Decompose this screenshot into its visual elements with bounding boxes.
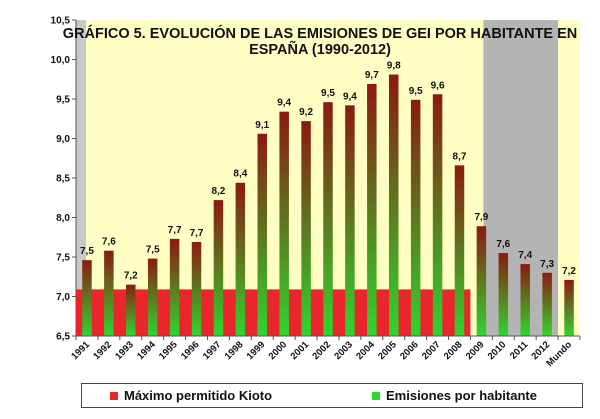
bar-Mundo <box>564 279 574 336</box>
x-tick-label-1999: 1999 <box>245 339 268 362</box>
data-label-1992: 7,6 <box>102 237 116 248</box>
bar-2002 <box>323 102 333 336</box>
data-label-1994: 7,5 <box>146 245 160 256</box>
x-tick-label-2002: 2002 <box>310 339 333 362</box>
data-label-2011: 7,4 <box>518 250 532 261</box>
x-tick-label-1994: 1994 <box>135 339 158 362</box>
x-tick-label-2010: 2010 <box>486 339 509 362</box>
data-label-2002: 9,5 <box>321 88 335 99</box>
bar-2005 <box>388 74 399 336</box>
bar-1996 <box>191 241 202 336</box>
bar-2008 <box>454 165 465 336</box>
bar-2011 <box>520 264 530 336</box>
bar-2000 <box>279 111 289 336</box>
data-label-1998: 8,4 <box>233 169 247 180</box>
y-tick-label: 10,0 <box>51 55 71 66</box>
y-tick-label: 10,5 <box>51 16 71 27</box>
legend-item-kioto: Máximo permitido Kioto <box>110 388 272 403</box>
data-label-2005: 9,8 <box>387 61 401 72</box>
bar-1999 <box>257 133 268 336</box>
data-label-2004: 9,7 <box>365 70 379 81</box>
data-labels: 7,5 7,6 7,2 7,5 7,7 7,7 8,2 8,4 9,1 9,4 9,2 9,5 9,4 9… <box>80 61 576 282</box>
x-tick-label-1996: 1996 <box>179 339 202 362</box>
bar-2009 <box>476 226 487 336</box>
legend-label-emisiones: Emisiones por habitante <box>386 388 537 403</box>
data-label-1997: 8,2 <box>211 186 225 197</box>
x-tick-label-2009: 2009 <box>464 339 487 362</box>
bar-2012 <box>542 272 552 336</box>
bar-2004 <box>367 83 377 337</box>
x-tick-label-2006: 2006 <box>398 339 421 362</box>
data-label-2009: 7,9 <box>474 212 488 223</box>
y-tick-label: 9,5 <box>56 95 70 106</box>
bar-1994 <box>147 258 158 336</box>
x-tick-label-2005: 2005 <box>376 339 399 362</box>
data-label-1996: 7,7 <box>190 228 204 239</box>
data-label-2007: 9,6 <box>431 80 445 91</box>
left-shaded-strip <box>76 20 86 336</box>
data-label-Mundo: 7,2 <box>562 266 576 277</box>
chart-title-line1: GRÁFICO 5. EVOLUCIÓN DE LAS EMISIONES DE… <box>63 24 578 42</box>
y-tick-label: 8,0 <box>56 213 70 224</box>
bar-2006 <box>410 99 421 336</box>
legend-item-emisiones: Emisiones por habitante <box>372 388 537 403</box>
x-tick-label-1998: 1998 <box>223 339 246 362</box>
bar-2010 <box>498 253 509 336</box>
data-label-2001: 9,2 <box>299 107 313 118</box>
bar-1998 <box>235 182 246 336</box>
x-tick-label-2011: 2011 <box>508 339 531 362</box>
data-label-1999: 9,1 <box>255 120 269 131</box>
chart-title-line2: ESPAÑA (1990-2012) <box>249 40 391 58</box>
bar-1995 <box>169 238 180 336</box>
y-tick-label: 7,0 <box>56 292 70 303</box>
y-tick-label: 9,0 <box>56 134 70 145</box>
x-tick-label-2003: 2003 <box>332 339 355 362</box>
y-tick-label: 8,5 <box>56 174 70 185</box>
data-label-2006: 9,5 <box>409 86 423 97</box>
y-axis: 6,5 7,0 7,5 8,0 8,5 9,0 9,5 10,0 10,5 <box>51 16 77 343</box>
x-tick-label-1995: 1995 <box>157 339 180 362</box>
legend-swatch-emisiones <box>372 391 380 400</box>
data-label-2008: 8,7 <box>453 151 467 162</box>
x-tick-label-2007: 2007 <box>420 339 443 362</box>
bar-2007 <box>432 94 443 336</box>
bar-series <box>76 74 574 337</box>
data-label-1995: 7,7 <box>168 225 182 236</box>
data-label-2010: 7,6 <box>496 239 510 250</box>
x-tick-label-1997: 1997 <box>201 339 224 362</box>
data-label-2003: 9,4 <box>343 91 357 102</box>
x-tick-label-2008: 2008 <box>442 339 465 362</box>
kioto-limit-band <box>76 289 471 336</box>
data-label-1991: 7,5 <box>80 246 94 257</box>
legend: Máximo permitido Kioto Emisiones por hab… <box>81 383 583 408</box>
chart-area: 6,57,07,58,08,59,09,510,010,5 7,57,67,27… <box>51 16 581 369</box>
legend-swatch-kioto <box>110 391 118 400</box>
y-tick-label: 6,5 <box>56 332 70 343</box>
x-axis: 1991 1992 1993 1994 1995 1996 1997 1998 1999 2000… <box>69 335 581 369</box>
x-tick-label-Mundo: Mundo <box>544 339 574 369</box>
bar-1992 <box>104 250 114 336</box>
x-tick-label-2001: 2001 <box>288 339 311 362</box>
data-label-2012: 7,3 <box>540 259 554 270</box>
x-tick-label-2000: 2000 <box>267 339 290 362</box>
bar-1991 <box>82 260 92 336</box>
y-tick-label: 7,5 <box>56 253 70 264</box>
legend-label-kioto: Máximo permitido Kioto <box>124 388 273 403</box>
bar-1993 <box>126 284 136 336</box>
x-tick-label-1992: 1992 <box>91 339 114 362</box>
x-tick-label-1993: 1993 <box>113 339 136 362</box>
bar-2001 <box>301 121 311 337</box>
data-label-2000: 9,4 <box>277 98 291 109</box>
bar-2003 <box>345 105 355 336</box>
x-tick-label-2004: 2004 <box>354 339 377 362</box>
data-label-1993: 7,2 <box>124 271 138 282</box>
x-tick-label-1991: 1991 <box>69 339 92 362</box>
bar-1997 <box>213 200 224 336</box>
